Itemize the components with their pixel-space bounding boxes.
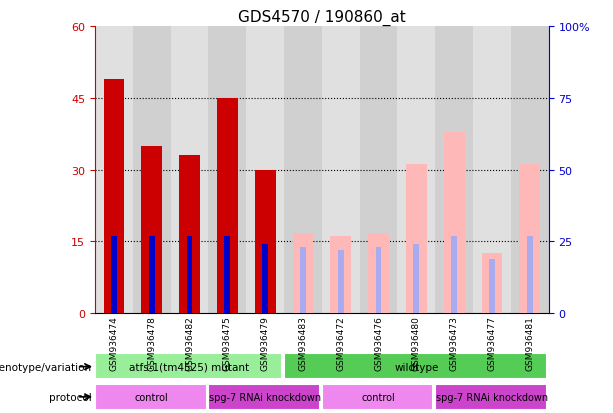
Bar xyxy=(473,27,511,313)
Text: protocol: protocol xyxy=(49,392,92,402)
Text: GSM936476: GSM936476 xyxy=(374,316,383,370)
Bar xyxy=(284,27,322,313)
FancyBboxPatch shape xyxy=(322,384,433,410)
Text: GSM936473: GSM936473 xyxy=(449,316,459,370)
Bar xyxy=(406,164,427,313)
Text: control: control xyxy=(362,392,395,402)
Bar xyxy=(170,27,208,313)
Text: GSM936480: GSM936480 xyxy=(412,316,421,370)
Bar xyxy=(376,247,381,313)
Bar xyxy=(262,244,268,313)
Text: spg-7 RNAi knockdown: spg-7 RNAi knockdown xyxy=(436,392,548,402)
Bar xyxy=(292,233,313,313)
Bar xyxy=(208,27,246,313)
Bar xyxy=(435,27,473,313)
Bar xyxy=(527,236,533,313)
Bar xyxy=(511,27,549,313)
Bar xyxy=(368,233,389,313)
Title: GDS4570 / 190860_at: GDS4570 / 190860_at xyxy=(238,9,406,26)
Bar xyxy=(186,236,192,313)
Bar xyxy=(246,27,284,313)
Text: GSM936482: GSM936482 xyxy=(185,316,194,370)
Bar xyxy=(519,164,540,313)
Bar xyxy=(104,79,124,313)
Bar xyxy=(255,170,275,313)
FancyBboxPatch shape xyxy=(435,384,547,410)
Text: GSM936478: GSM936478 xyxy=(147,316,156,370)
Text: GSM936483: GSM936483 xyxy=(299,316,308,370)
Text: GSM936475: GSM936475 xyxy=(223,316,232,370)
Bar xyxy=(413,244,419,313)
Text: wildtype: wildtype xyxy=(394,362,438,372)
Bar xyxy=(217,98,238,313)
Bar xyxy=(489,259,495,313)
Bar xyxy=(111,236,117,313)
Bar xyxy=(451,236,457,313)
Text: GSM936481: GSM936481 xyxy=(525,316,535,370)
Text: GSM936479: GSM936479 xyxy=(261,316,270,370)
Text: spg-7 RNAi knockdown: spg-7 RNAi knockdown xyxy=(209,392,321,402)
Bar xyxy=(330,236,351,313)
Bar xyxy=(482,253,502,313)
Text: control: control xyxy=(135,392,169,402)
Bar xyxy=(360,27,397,313)
FancyBboxPatch shape xyxy=(208,384,320,410)
Bar xyxy=(179,156,200,313)
Text: GSM936472: GSM936472 xyxy=(336,316,345,370)
Bar xyxy=(300,247,306,313)
Bar xyxy=(322,27,360,313)
Text: genotype/variation: genotype/variation xyxy=(0,362,92,372)
Text: atfs-1(tm4525) mutant: atfs-1(tm4525) mutant xyxy=(129,362,249,372)
Bar xyxy=(133,27,170,313)
Bar xyxy=(397,27,435,313)
Bar xyxy=(444,133,465,313)
Text: GSM936474: GSM936474 xyxy=(109,316,118,370)
Text: GSM936477: GSM936477 xyxy=(487,316,497,370)
Bar xyxy=(338,250,344,313)
Bar xyxy=(95,27,133,313)
FancyBboxPatch shape xyxy=(284,354,547,380)
Bar xyxy=(224,236,230,313)
Bar xyxy=(149,236,154,313)
FancyBboxPatch shape xyxy=(95,354,282,380)
Bar xyxy=(142,146,162,313)
FancyBboxPatch shape xyxy=(95,384,207,410)
